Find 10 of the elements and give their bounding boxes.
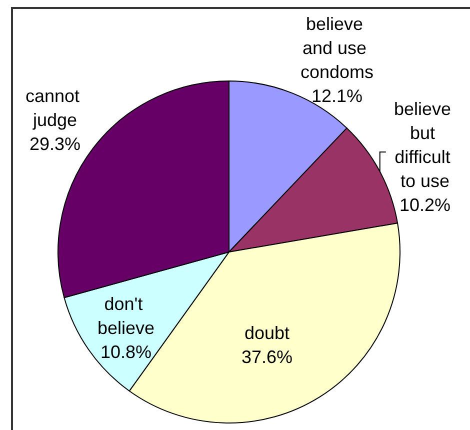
- slice-label: believe but difficult to use: [394, 99, 456, 191]
- data-label: 10.8%: [100, 342, 152, 362]
- slice-label: cannot judge: [25, 86, 85, 130]
- data-label: 10.2%: [399, 195, 451, 215]
- slice-label: don't believe: [97, 294, 155, 338]
- slice-label: believe and use condoms: [300, 14, 374, 82]
- data-label: 37.6%: [241, 347, 293, 367]
- slice-label: doubt: [244, 323, 290, 343]
- data-label: 29.3%: [29, 134, 81, 154]
- data-label: 12.1%: [311, 86, 363, 106]
